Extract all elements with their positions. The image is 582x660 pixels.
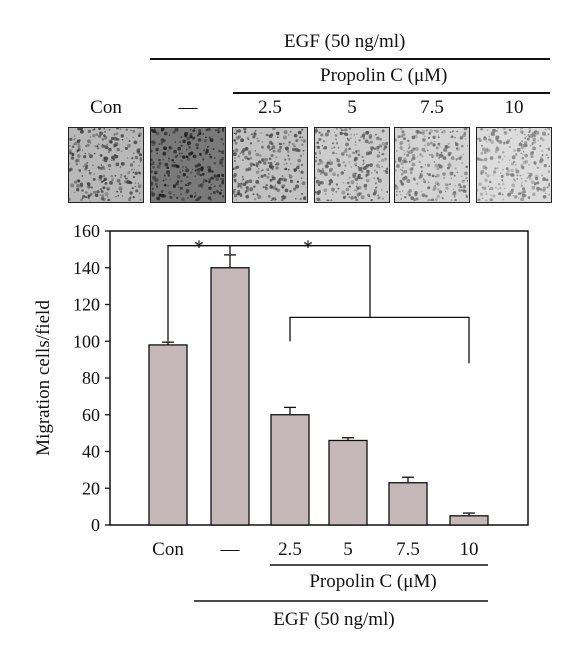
migration-micrograph — [68, 127, 144, 203]
top-egf-label: EGF (50 ng/ml) — [284, 31, 406, 52]
x-tick-label: 10 — [460, 539, 479, 560]
bar — [449, 515, 489, 526]
x-tick-label: 5 — [343, 539, 353, 560]
y-tick-label: 40 — [82, 442, 100, 462]
thumbnail-label: Con — [90, 97, 122, 118]
x-tick-label: Con — [152, 539, 184, 560]
y-tick-label: 0 — [91, 515, 100, 535]
significance-star: * — [194, 237, 204, 259]
top-propolin-rule — [233, 92, 550, 94]
y-tick-label: 100 — [73, 331, 100, 351]
thumbnail-label: 10 — [504, 97, 524, 118]
migration-micrograph — [150, 127, 226, 203]
significance-star: * — [303, 237, 313, 259]
x-tick-label: — — [220, 539, 241, 560]
bar — [388, 482, 428, 526]
migration-micrograph — [476, 127, 552, 203]
x-tick-label: 7.5 — [396, 539, 420, 560]
bar — [270, 414, 310, 526]
bar — [210, 267, 250, 526]
significance-bracket — [167, 245, 231, 342]
egf-group-label: EGF (50 ng/ml) — [273, 609, 394, 630]
y-axis-label: Migration cells/field — [33, 300, 54, 456]
thumbnail-label: 7.5 — [420, 97, 444, 118]
migration-micrograph — [232, 127, 308, 203]
migration-micrograph — [394, 127, 470, 203]
thumbnail-label: 5 — [347, 97, 357, 118]
y-tick-label: 160 — [73, 221, 100, 241]
x-tick-label: 2.5 — [278, 539, 302, 560]
bar — [328, 439, 368, 526]
y-tick-label: 20 — [82, 478, 100, 498]
y-tick-label: 80 — [82, 368, 100, 388]
migration-micrograph — [314, 127, 390, 203]
top-propolin-label: Propolin C (μM) — [320, 65, 448, 86]
y-tick-label: 120 — [73, 295, 100, 315]
propolin-group-label: Propolin C (μM) — [309, 571, 436, 592]
bar — [148, 344, 188, 526]
thumbnail-label: — — [178, 97, 198, 118]
y-tick-label: 60 — [82, 405, 100, 425]
y-tick-label: 140 — [73, 258, 100, 278]
top-egf-rule — [150, 58, 550, 60]
significance-bracket — [230, 245, 371, 318]
group-bracket — [289, 316, 470, 364]
thumbnail-label: 2.5 — [258, 97, 282, 118]
